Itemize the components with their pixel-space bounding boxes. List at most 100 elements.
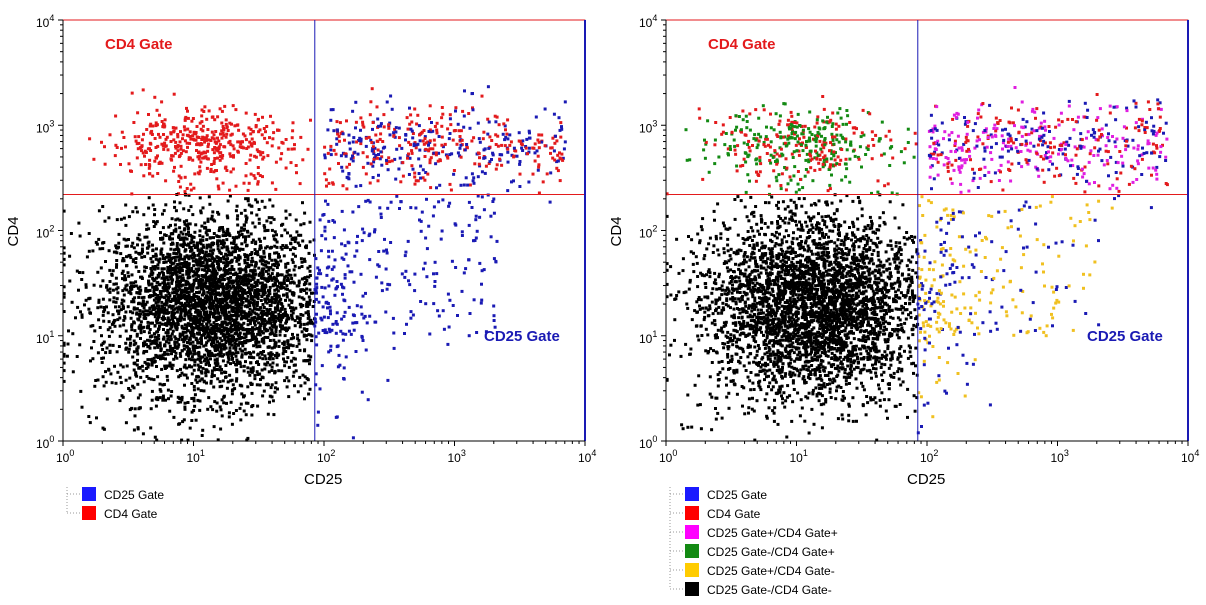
- event-dot: [239, 142, 243, 146]
- event-dot: [128, 343, 132, 347]
- event-dot: [158, 382, 162, 386]
- event-dot: [142, 344, 145, 348]
- event-dot: [137, 270, 141, 273]
- event-dot: [452, 172, 456, 176]
- event-dot: [215, 364, 219, 368]
- event-dot: [150, 357, 154, 361]
- event-dot: [219, 252, 223, 256]
- event-dot: [480, 170, 484, 174]
- event-dot: [230, 317, 234, 321]
- event-dot: [268, 246, 272, 250]
- event-dot: [185, 260, 189, 264]
- event-dot: [163, 306, 167, 310]
- event-dot: [416, 142, 420, 146]
- event-dot: [131, 259, 135, 263]
- event-dot: [306, 266, 310, 270]
- event-dot: [482, 208, 486, 212]
- event-dot: [188, 222, 192, 226]
- event-dot: [258, 259, 262, 263]
- event-dot: [222, 307, 226, 311]
- event-dot: [180, 438, 184, 442]
- event-dot: [225, 126, 229, 130]
- event-dot: [188, 365, 191, 369]
- event-dot: [175, 369, 179, 373]
- event-dot: [201, 428, 205, 432]
- event-dot: [278, 281, 281, 285]
- event-dot: [297, 233, 301, 237]
- event-dot: [170, 154, 174, 158]
- event-dot: [436, 309, 440, 313]
- event-dot: [153, 339, 157, 343]
- event-dot: [215, 242, 219, 246]
- event-dot: [252, 276, 256, 280]
- event-dot: [221, 239, 225, 243]
- event-dot: [351, 109, 355, 113]
- event-dot: [226, 355, 230, 359]
- event-dot: [244, 238, 247, 242]
- event-dot: [216, 244, 220, 248]
- event-dot: [351, 140, 355, 144]
- event-dot: [344, 355, 348, 359]
- event-dot: [315, 343, 319, 347]
- event-dot: [202, 110, 206, 113]
- event-dot: [483, 156, 487, 160]
- event-dot: [146, 365, 150, 369]
- event-dot: [264, 278, 268, 282]
- event-dot: [500, 163, 504, 167]
- event-dot: [326, 302, 330, 305]
- event-dot: [233, 341, 237, 345]
- event-dot: [146, 251, 150, 255]
- event-dot: [345, 165, 349, 169]
- event-dot: [134, 139, 138, 143]
- event-dot: [198, 154, 201, 158]
- event-dot: [292, 292, 296, 295]
- event-dot: [359, 272, 363, 276]
- event-dot: [335, 120, 339, 124]
- event-dot: [220, 414, 224, 418]
- event-dot: [429, 186, 433, 190]
- event-dot: [162, 256, 166, 260]
- event-dot: [533, 159, 537, 163]
- event-dot: [157, 334, 161, 337]
- event-dot: [244, 334, 248, 338]
- event-dot: [145, 300, 149, 304]
- event-dot: [208, 288, 211, 291]
- event-dot: [274, 187, 278, 191]
- event-dot: [198, 399, 202, 403]
- event-dot: [557, 116, 561, 120]
- event-dot: [326, 128, 330, 132]
- event-dot: [181, 257, 185, 261]
- event-dot: [199, 355, 203, 359]
- event-dot: [345, 119, 348, 123]
- event-dot: [238, 256, 242, 260]
- event-dot: [558, 151, 561, 155]
- event-dot: [249, 361, 253, 365]
- event-dot: [227, 332, 231, 336]
- event-dot: [136, 111, 140, 115]
- event-dot: [263, 323, 267, 327]
- event-dot: [256, 313, 260, 317]
- event-dot: [194, 418, 198, 422]
- event-dot: [185, 376, 189, 380]
- event-dot: [268, 400, 271, 404]
- event-dot: [301, 201, 304, 205]
- event-dot: [450, 152, 454, 156]
- event-dot: [133, 407, 137, 411]
- event-dot: [229, 327, 233, 331]
- event-dot: [503, 124, 507, 128]
- event-dot: [130, 406, 134, 410]
- event-dot: [290, 258, 294, 262]
- event-dot: [282, 340, 286, 344]
- event-dot: [231, 383, 235, 387]
- event-dot: [428, 332, 432, 336]
- event-dot: [250, 383, 253, 386]
- event-dot: [491, 153, 495, 157]
- event-dot: [277, 318, 281, 322]
- event-dot: [337, 162, 340, 165]
- event-dot: [203, 353, 207, 357]
- event-dot: [185, 366, 189, 370]
- event-dot: [377, 124, 380, 128]
- event-dot: [122, 136, 126, 139]
- event-dot: [259, 306, 263, 310]
- event-dot: [293, 143, 296, 147]
